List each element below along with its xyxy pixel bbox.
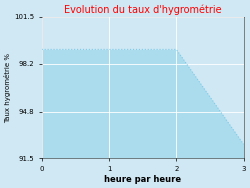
Title: Evolution du taux d'hygrométrie: Evolution du taux d'hygrométrie	[64, 4, 222, 15]
X-axis label: heure par heure: heure par heure	[104, 175, 181, 184]
Y-axis label: Taux hygrométrie %: Taux hygrométrie %	[4, 53, 11, 123]
